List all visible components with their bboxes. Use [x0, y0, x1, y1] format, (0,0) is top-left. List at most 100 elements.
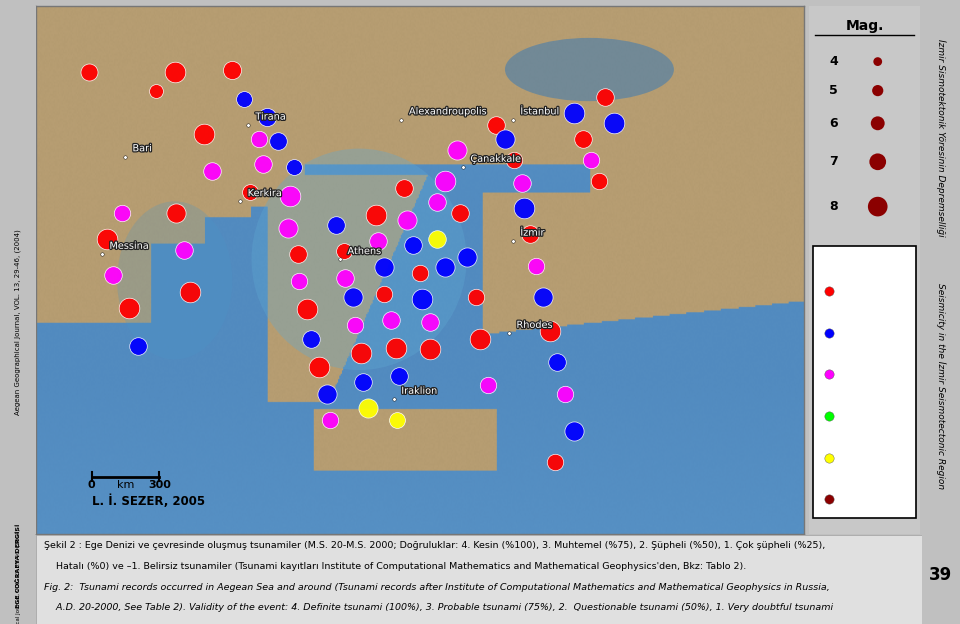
Point — [422, 316, 438, 326]
Point — [121, 303, 136, 313]
Point — [449, 145, 465, 155]
Point — [396, 183, 411, 193]
Point — [547, 457, 563, 467]
Ellipse shape — [505, 38, 674, 101]
Point — [468, 292, 484, 302]
Point — [280, 223, 296, 233]
Text: Athens: Athens — [348, 246, 381, 256]
Point — [242, 187, 257, 197]
Point — [286, 162, 301, 172]
Text: 7: 7 — [829, 155, 838, 168]
Point — [376, 289, 392, 299]
Text: Aegean Geographical Journal, VOL. 13, 29-46, (2004): Aegean Geographical Journal, VOL. 13, 29… — [15, 529, 21, 624]
Point — [870, 119, 885, 129]
Point — [515, 178, 530, 188]
Ellipse shape — [252, 149, 467, 370]
Text: 1. ÇOK ŞÜPHELİ: 1. ÇOK ŞÜPHELİ — [845, 411, 913, 421]
Point — [541, 326, 557, 336]
Point — [822, 452, 837, 462]
Text: Seismicity in the İzmir Seismotectonic Region: Seismicity in the İzmir Seismotectonic R… — [936, 283, 946, 489]
Point — [371, 236, 386, 246]
Point — [822, 286, 837, 296]
Point — [390, 415, 405, 425]
Point — [566, 108, 582, 118]
Point — [405, 240, 420, 250]
Point — [430, 234, 445, 244]
Point — [822, 328, 837, 338]
Point — [480, 380, 495, 390]
Point — [311, 363, 326, 373]
Text: 4: 4 — [829, 55, 838, 68]
Point — [106, 270, 121, 280]
Point — [536, 292, 551, 302]
Point — [300, 305, 315, 314]
Point — [348, 320, 363, 330]
Point — [870, 202, 885, 212]
Point — [591, 177, 607, 187]
Point — [557, 389, 572, 399]
Text: A.D. 20-2000, See Table 2). Validity of the event: 4. Definite tsunami (100%), 3: A.D. 20-2000, See Table 2). Validity of … — [43, 603, 832, 613]
Point — [252, 134, 267, 144]
Point — [319, 389, 334, 399]
Text: 4. KESİN: 4. KESİN — [845, 286, 881, 296]
Point — [323, 415, 338, 425]
Point — [453, 208, 468, 218]
Point — [292, 276, 307, 286]
Point — [576, 134, 591, 144]
Point — [346, 292, 361, 302]
Text: Şekil 2 : Ege Denizi ve çevresinde oluşmuş tsunamiler (M.S. 20-M.S. 2000; Doğrul: Şekil 2 : Ege Denizi ve çevresinde oluşm… — [43, 541, 825, 550]
Text: 3. MUHTEMEL: 3. MUHTEMEL — [845, 328, 904, 337]
Point — [290, 249, 305, 259]
Point — [516, 203, 532, 213]
Point — [528, 261, 543, 271]
Point — [438, 177, 453, 187]
Text: km: km — [117, 480, 134, 490]
Point — [822, 369, 837, 379]
Text: İzmir Sismotektonik Yöresinin Depremselliği: İzmir Sismotektonik Yöresinin Depremsell… — [936, 39, 946, 237]
Point — [438, 262, 453, 272]
Point — [271, 135, 286, 145]
Point — [182, 287, 198, 297]
Point — [169, 208, 184, 218]
Text: İstanbul: İstanbul — [520, 106, 560, 116]
Point — [870, 85, 885, 95]
Point — [392, 371, 407, 381]
Point — [204, 166, 219, 176]
Point — [422, 344, 438, 354]
Text: 5: 5 — [829, 84, 838, 97]
Point — [584, 155, 599, 165]
Point — [507, 155, 522, 165]
Text: 0: 0 — [88, 480, 96, 490]
Text: Aegean Geographical Journal, VOL. 13, 29-46, (2004): Aegean Geographical Journal, VOL. 13, 29… — [15, 230, 21, 416]
Text: Alexandroupolis: Alexandroupolis — [409, 106, 487, 116]
Point — [236, 94, 252, 104]
Point — [100, 234, 115, 244]
Point — [415, 294, 430, 304]
Text: 2. ŞÜPHELİ: 2. ŞÜPHELİ — [845, 369, 892, 379]
Point — [384, 315, 399, 325]
Text: Hatalı (%0) ve –1. Belirsiz tsunamiler (Tsunami kayıtları Institute of Computati: Hatalı (%0) ve –1. Belirsiz tsunamiler (… — [43, 562, 746, 570]
Text: DOĞRULUK: DOĞRULUK — [832, 254, 897, 264]
Point — [472, 334, 488, 344]
Point — [328, 220, 344, 230]
FancyBboxPatch shape — [812, 246, 917, 518]
Text: Fig. 2:  Tsunami records occurred in Aegean Sea and around (Tsunami records afte: Fig. 2: Tsunami records occurred in Aege… — [43, 583, 829, 592]
Point — [225, 64, 240, 74]
Point — [399, 215, 415, 225]
Text: 8: 8 — [829, 200, 838, 213]
Point — [822, 494, 837, 504]
Point — [259, 112, 275, 122]
Text: 300: 300 — [148, 480, 171, 490]
Point — [336, 246, 351, 256]
Point — [870, 157, 885, 167]
Point — [413, 268, 428, 278]
Text: L. İ. SEZER, 2005: L. İ. SEZER, 2005 — [92, 494, 204, 507]
Point — [607, 119, 622, 129]
Text: 6: 6 — [829, 117, 838, 130]
Text: 39: 39 — [929, 566, 952, 584]
Ellipse shape — [117, 202, 232, 359]
Text: Mag.: Mag. — [846, 19, 883, 34]
Text: Kerkira: Kerkira — [248, 188, 282, 198]
Point — [167, 67, 182, 77]
Point — [355, 377, 371, 387]
